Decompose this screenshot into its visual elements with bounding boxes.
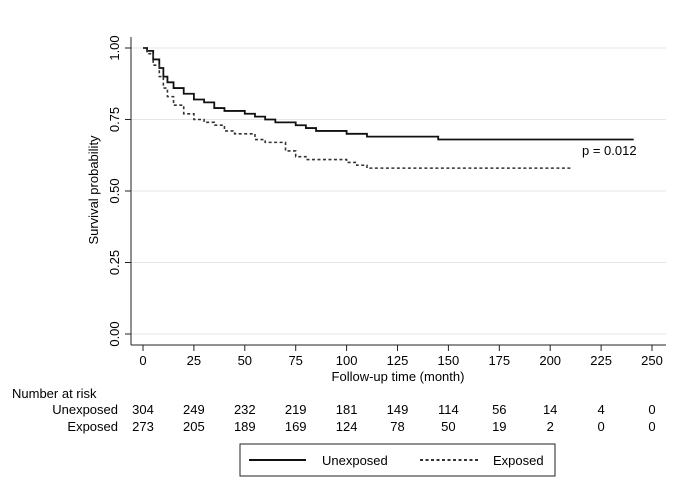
risk-value-unexposed: 219 (285, 402, 307, 417)
risk-row-label-exposed: Exposed (67, 419, 118, 434)
x-tick-label: 250 (641, 353, 663, 368)
x-tick-label: 200 (539, 353, 561, 368)
risk-value-exposed: 189 (234, 419, 256, 434)
risk-value-unexposed: 181 (336, 402, 358, 417)
x-tick-label: 25 (187, 353, 201, 368)
y-axis-title: Survival probability (86, 135, 101, 245)
risk-value-exposed: 124 (336, 419, 358, 434)
risk-row-label-unexposed: Unexposed (52, 402, 118, 417)
y-ticks: 0.00 0.25 0.50 0.75 1.00 (107, 35, 131, 347)
series-lines (143, 47, 634, 169)
x-tick-label: 0 (139, 353, 146, 368)
y-tick-label: 1.00 (107, 35, 122, 60)
risk-value-unexposed: 0 (648, 402, 655, 417)
risk-value-unexposed: 149 (387, 402, 409, 417)
x-tick-label: 175 (488, 353, 510, 368)
x-tick-label: 75 (288, 353, 302, 368)
x-tick-label: 125 (387, 353, 409, 368)
gridlines (131, 47, 666, 335)
risk-value-exposed: 0 (648, 419, 655, 434)
x-ticks: 0 25 50 75 100 125 150 175 200 225 250 (139, 345, 663, 368)
p-value-annotation: p = 0.012 (582, 143, 637, 158)
x-tick-label: 150 (438, 353, 460, 368)
risk-value-exposed: 78 (390, 419, 404, 434)
risk-value-unexposed: 4 (597, 402, 604, 417)
y-tick-label: 0.25 (107, 250, 122, 275)
risk-value-unexposed: 249 (183, 402, 205, 417)
risk-value-exposed: 0 (597, 419, 604, 434)
series-line-exposed (143, 47, 571, 169)
y-tick-label: 0.75 (107, 107, 122, 132)
y-tick-label: 0.50 (107, 178, 122, 203)
legend: Unexposed Exposed (239, 443, 556, 477)
risk-value-exposed: 50 (441, 419, 455, 434)
x-axis-title: Follow-up time (month) (332, 369, 465, 384)
risk-value-unexposed: 14 (543, 402, 557, 417)
risk-value-exposed: 205 (183, 419, 205, 434)
risk-value-unexposed: 232 (234, 402, 256, 417)
series-line-unexposed (143, 47, 634, 141)
risk-value-unexposed: 56 (492, 402, 506, 417)
x-tick-label: 225 (590, 353, 612, 368)
y-tick-label: 0.00 (107, 321, 122, 346)
legend-label-exposed: Exposed (493, 453, 544, 468)
risk-table-title: Number at risk (12, 386, 97, 401)
risk-value-exposed: 169 (285, 419, 307, 434)
legend-label-unexposed: Unexposed (322, 453, 388, 468)
risk-value-unexposed: 304 (132, 402, 154, 417)
risk-value-unexposed: 114 (438, 402, 459, 417)
x-tick-label: 50 (238, 353, 252, 368)
x-tick-label: 100 (336, 353, 358, 368)
risk-value-exposed: 273 (132, 419, 154, 434)
risk-value-exposed: 19 (492, 419, 506, 434)
risk-value-exposed: 2 (547, 419, 554, 434)
